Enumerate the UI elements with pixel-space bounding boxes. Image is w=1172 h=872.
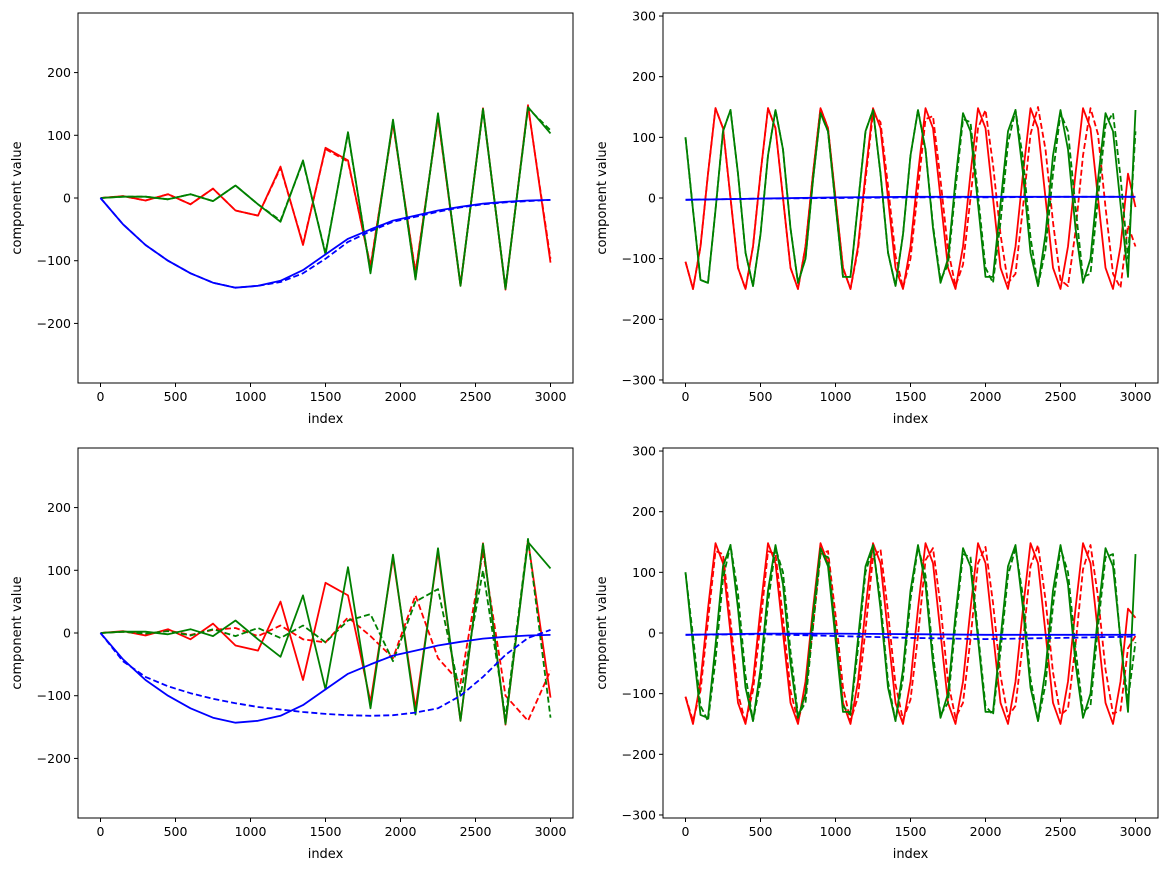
series-group	[99, 104, 552, 291]
x-axis-label: index	[893, 847, 929, 862]
series-blue-dashed	[685, 633, 1136, 640]
y-tick-label: 300	[632, 444, 656, 459]
series-red-dashed	[684, 544, 1137, 724]
x-tick-label: 2500	[460, 824, 492, 839]
series-blue-solid	[99, 632, 551, 724]
x-tick-label: 2000	[385, 389, 417, 404]
series-red-dashed	[684, 106, 1137, 290]
x-tick-label: 1000	[820, 824, 852, 839]
y-tick-label: −100	[622, 251, 656, 266]
y-tick-label: −100	[622, 686, 656, 701]
x-tick-label: 2000	[970, 824, 1002, 839]
y-tick-label: 0	[63, 626, 71, 641]
subplot-top-left: 0 500 1000 1500 2000 2500 3000 −200 −100 0 100 200 i…	[10, 12, 574, 427]
x-tick-label: 0	[97, 824, 105, 839]
y-tick-label: 200	[632, 504, 656, 519]
x-tick-label: 2500	[1045, 389, 1077, 404]
series-red-solid	[684, 107, 1137, 290]
y-tick-label: −200	[37, 316, 71, 331]
x-tick-label: 500	[749, 824, 773, 839]
series-red-solid	[100, 104, 552, 291]
series-blue-solid	[99, 197, 551, 289]
y-axis-label: component value	[10, 141, 25, 254]
y-tick-label: 0	[63, 191, 71, 206]
y-tick-label: −300	[622, 372, 656, 387]
x-tick-label: 500	[749, 389, 773, 404]
y-tick-label: 100	[47, 128, 71, 143]
x-tick-label: 1500	[895, 389, 927, 404]
y-axis-label: component value	[595, 141, 610, 254]
x-axis-label: index	[893, 412, 929, 427]
y-tick-label: 0	[648, 626, 656, 641]
subplot-bottom-left: 0 500 1000 1500 2000 2500 3000 −200 −100 0 100 200 i…	[10, 447, 574, 862]
subplot-bottom-right: 0 500 1000 1500 2000 2500 3000 −300 −200 −100 0 100…	[595, 444, 1159, 862]
x-tick-label: 500	[164, 389, 188, 404]
x-tick-label: 3000	[1120, 389, 1152, 404]
x-tick-label: 1500	[310, 389, 342, 404]
x-tick-label: 0	[97, 389, 105, 404]
x-tick-label: 0	[682, 824, 690, 839]
y-tick-label: −200	[37, 751, 71, 766]
y-tick-label: 100	[632, 565, 656, 580]
x-tick-label: 1000	[235, 389, 267, 404]
series-green-dashed	[100, 538, 552, 719]
x-tick-label: 3000	[1120, 824, 1152, 839]
series-blue-dashed	[99, 629, 551, 717]
x-tick-label: 0	[682, 389, 690, 404]
x-tick-label: 500	[164, 824, 188, 839]
x-tick-label: 2000	[385, 824, 417, 839]
x-tick-label: 1000	[820, 389, 852, 404]
series-green-dashed	[684, 544, 1137, 722]
series-group	[684, 106, 1137, 290]
y-tick-label: −200	[622, 747, 656, 762]
axes-frame	[662, 447, 1159, 819]
subplot-top-right: 0 500 1000 1500 2000 2500 3000 −300 −200 −100 0 100…	[595, 9, 1159, 427]
y-tick-label: 100	[632, 130, 656, 145]
y-axis-label: component value	[595, 576, 610, 689]
x-tick-label: 2500	[460, 389, 492, 404]
x-axis-label: index	[308, 847, 344, 862]
series-green-dashed	[100, 107, 552, 289]
y-tick-label: 300	[632, 9, 656, 24]
series-green-dashed	[684, 109, 1137, 287]
x-tick-label: 1500	[895, 824, 927, 839]
y-tick-label: 200	[632, 69, 656, 84]
x-axis-label: index	[308, 412, 344, 427]
y-tick-label: 200	[47, 65, 71, 80]
y-tick-label: 0	[648, 191, 656, 206]
series-red-solid	[684, 542, 1137, 725]
series-green-solid	[684, 544, 1137, 722]
x-tick-label: 2000	[970, 389, 1002, 404]
x-tick-label: 1000	[235, 824, 267, 839]
x-tick-label: 3000	[535, 389, 567, 404]
x-tick-label: 2500	[1045, 824, 1077, 839]
y-tick-label: 100	[47, 563, 71, 578]
y-tick-label: −200	[622, 312, 656, 327]
y-tick-label: −300	[622, 807, 656, 822]
series-blue-dashed	[99, 197, 551, 289]
x-tick-label: 1500	[310, 824, 342, 839]
y-tick-label: 200	[47, 500, 71, 515]
series-blue-dashed	[685, 195, 1136, 201]
y-tick-label: −100	[37, 688, 71, 703]
y-tick-label: −100	[37, 253, 71, 268]
y-axis-label: component value	[10, 576, 25, 689]
series-red-solid	[100, 539, 552, 726]
series-group	[99, 538, 552, 726]
x-tick-label: 3000	[535, 824, 567, 839]
series-group	[684, 542, 1137, 725]
